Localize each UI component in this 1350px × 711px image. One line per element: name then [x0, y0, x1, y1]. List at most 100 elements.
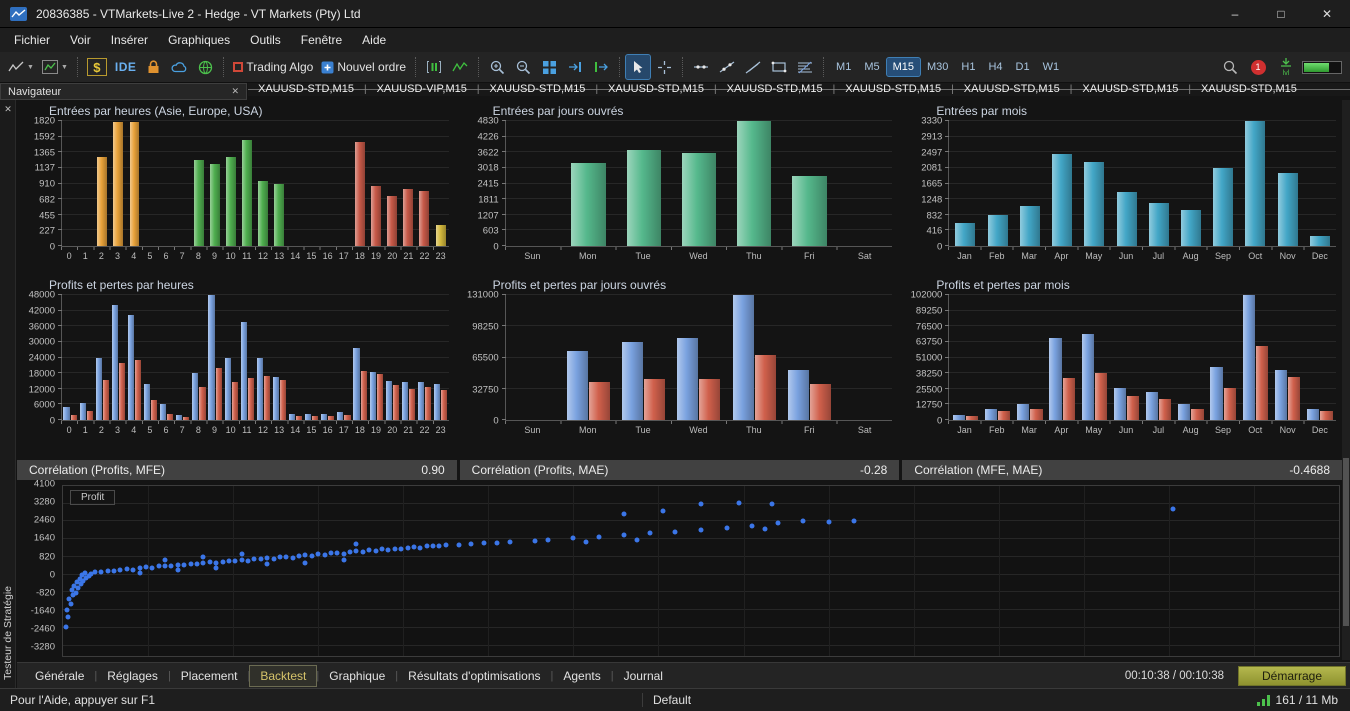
gridline	[62, 340, 449, 342]
chart-title: Profits et pertes par mois	[936, 278, 1070, 292]
bar	[337, 412, 344, 420]
gridline	[949, 325, 1336, 327]
auto-scroll-button[interactable]	[589, 55, 613, 79]
chart-tab[interactable]: XAUUSD-STD,M15	[489, 83, 586, 95]
menu-item-fichier[interactable]: Fichier	[14, 33, 51, 47]
lvl-label: lvl	[1282, 69, 1290, 77]
chart-tab[interactable]: XAUUSD-VIP,M15	[376, 83, 467, 95]
timeframe-group: M1 M5 M15 M30 H1 H4 D1 W1	[830, 57, 1065, 77]
gridline	[62, 198, 449, 200]
start-button[interactable]: Démarrage	[1238, 665, 1346, 686]
chart-tab[interactable]: XAUUSD-STD,M15	[845, 83, 942, 95]
tester-tab-graphique[interactable]: Graphique	[329, 668, 386, 683]
chart-tab[interactable]: XAUUSD-STD,M15	[726, 83, 823, 95]
x-axis-label: 1	[82, 425, 88, 435]
community-button[interactable]	[193, 55, 217, 79]
menu-item-fenetre[interactable]: Fenêtre	[300, 33, 343, 47]
status-help-text: Pour l'Aide, appuyer sur F1	[10, 693, 156, 707]
tester-tab-journal[interactable]: Journal	[623, 668, 663, 683]
zoom-out-button[interactable]	[511, 55, 535, 79]
scatter-point	[532, 538, 538, 544]
timeframe-h4[interactable]: H4	[988, 61, 1003, 73]
search-button[interactable]	[1218, 55, 1242, 79]
new-order-button[interactable]: Nouvel ordre	[318, 55, 409, 79]
tester-tab-backtest[interactable]: Backtest	[249, 664, 318, 687]
notifications-button[interactable]: 1	[1246, 55, 1270, 79]
navigator-panel-header[interactable]: Navigateur ✕	[0, 83, 247, 100]
timeframe-m5[interactable]: M5	[864, 61, 880, 73]
pause-icon	[427, 61, 442, 73]
chart-tab[interactable]: XAUUSD-STD,M15	[1200, 83, 1297, 95]
scatter-point	[77, 576, 83, 582]
fibonacci-tool[interactable]	[793, 55, 817, 79]
bar	[240, 322, 247, 420]
bar	[419, 191, 430, 246]
menu-item-graphiques[interactable]: Graphiques	[168, 33, 231, 47]
chart-tab[interactable]: XAUUSD-STD,M15	[1082, 83, 1179, 95]
timeframe-w1[interactable]: W1	[1042, 61, 1060, 73]
x-axis-label: 23	[435, 251, 446, 261]
timeframe-m15[interactable]: M15	[885, 57, 922, 77]
timeframe-m30[interactable]: M30	[927, 61, 949, 73]
chart-tab[interactable]: XAUUSD-STD,M15	[258, 83, 354, 95]
bar	[231, 382, 238, 420]
vps-button[interactable]: lvl	[1274, 55, 1298, 79]
y-tick	[501, 294, 506, 295]
minimize-button[interactable]: –	[1231, 6, 1239, 21]
trendline-tool[interactable]	[715, 55, 739, 79]
lock-button[interactable]	[141, 55, 165, 79]
x-axis-label: Jun	[1118, 425, 1134, 435]
tester-tab-resultats-d-optimisations[interactable]: Résultats d'optimisations	[408, 668, 541, 683]
tab-separator: |	[395, 669, 399, 682]
timeframe-m1[interactable]: M1	[836, 61, 852, 73]
cloud-button[interactable]	[167, 55, 191, 79]
deposit-button[interactable]: $	[84, 55, 110, 79]
channel-tool[interactable]	[741, 55, 765, 79]
bar	[208, 295, 215, 420]
tile-windows-button[interactable]	[537, 55, 561, 79]
timeframe-d1[interactable]: D1	[1015, 61, 1030, 73]
close-button[interactable]: ✕	[1321, 6, 1333, 21]
menu-item-outils[interactable]: Outils	[250, 33, 281, 47]
tester-close-icon[interactable]: ✕	[4, 104, 12, 114]
pause-ticks-button[interactable]	[422, 55, 446, 79]
tick-chart-button[interactable]	[448, 55, 472, 79]
menu-item-inserer[interactable]: Insérer	[110, 33, 149, 47]
chart-tab[interactable]: XAUUSD-STD,M15	[608, 83, 705, 95]
navigator-close-icon[interactable]: ✕	[231, 86, 239, 96]
tester-tab-placement[interactable]: Placement	[180, 668, 238, 683]
scatter-point	[66, 596, 72, 602]
zoom-in-button[interactable]	[485, 55, 509, 79]
gridline	[62, 387, 449, 389]
chart-type-dropdown[interactable]: ▼	[5, 55, 37, 79]
bar	[1223, 388, 1236, 420]
scrollbar-thumb[interactable]	[1343, 458, 1349, 627]
chart-tab[interactable]: XAUUSD-STD,M15	[963, 83, 1060, 95]
new-chart-dropdown[interactable]: ▼	[39, 55, 71, 79]
toolbar-separator	[223, 57, 225, 77]
tester-tab-reglages[interactable]: Réglages	[107, 668, 158, 683]
menu-item-voir[interactable]: Voir	[70, 33, 91, 47]
bar	[424, 387, 432, 420]
timeframe-h1[interactable]: H1	[961, 61, 976, 73]
crosshair-button[interactable]	[652, 55, 676, 79]
y-tick	[945, 340, 950, 342]
cursor-button[interactable]	[625, 54, 652, 80]
tester-tab-agents[interactable]: Agents	[563, 668, 601, 683]
y-axis: 0 416 832 1248 1665 2081 2497 2913 3330	[906, 116, 948, 253]
ide-button[interactable]: IDE	[112, 55, 140, 79]
maximize-button[interactable]: □	[1277, 6, 1285, 21]
menu-item-aide[interactable]: Aide	[362, 33, 387, 47]
trading-algo-button[interactable]: Trading Algo	[230, 55, 316, 79]
scatter-point	[181, 562, 187, 568]
bar	[998, 411, 1011, 420]
tester-tab-generale[interactable]: Générale	[35, 668, 85, 683]
scatter-point	[78, 581, 84, 587]
horizontal-line-tool[interactable]	[689, 55, 713, 79]
bar	[787, 370, 809, 420]
vertical-scrollbar[interactable]	[1342, 100, 1350, 660]
shapes-tool[interactable]	[767, 55, 791, 79]
shift-chart-button[interactable]	[563, 55, 587, 79]
y-axis-label: 51000	[915, 352, 943, 364]
scatter-point	[277, 554, 283, 560]
